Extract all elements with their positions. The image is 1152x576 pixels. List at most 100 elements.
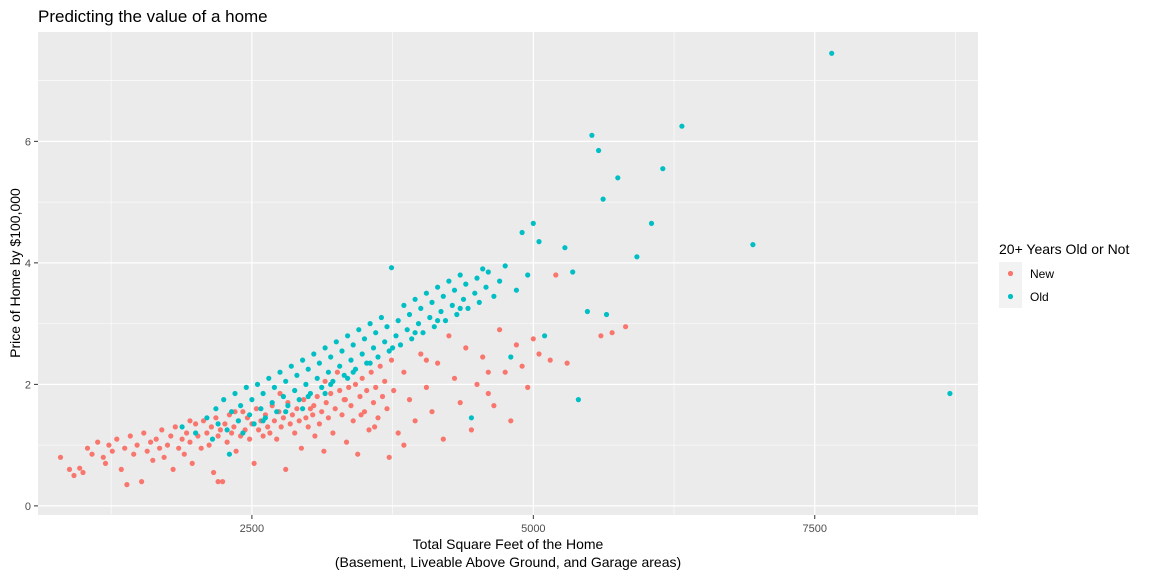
- data-point: [420, 330, 426, 336]
- data-point: [352, 381, 359, 387]
- data-point: [375, 415, 381, 421]
- y-tick-label: 6: [25, 136, 31, 148]
- data-point: [337, 363, 343, 369]
- data-point: [193, 421, 199, 427]
- series-old: [179, 50, 953, 457]
- data-point: [423, 384, 429, 390]
- data-point: [325, 369, 331, 375]
- legend-title: 20+ Years Old or Not: [999, 241, 1129, 257]
- y-tick-label: 4: [25, 258, 31, 270]
- data-point: [283, 409, 289, 415]
- data-point: [323, 400, 329, 406]
- data-point: [157, 445, 163, 451]
- data-point: [328, 354, 334, 360]
- legend-label-new: New: [1030, 267, 1054, 281]
- data-point: [346, 384, 352, 390]
- data-point: [269, 400, 275, 406]
- data-point: [215, 479, 221, 485]
- data-point: [359, 375, 365, 381]
- data-point: [384, 406, 390, 412]
- data-point: [339, 348, 345, 354]
- data-point: [222, 421, 228, 427]
- data-point: [206, 442, 212, 448]
- data-point: [476, 299, 482, 305]
- data-point: [265, 424, 271, 430]
- data-point: [325, 415, 331, 421]
- data-point: [221, 397, 227, 403]
- data-point: [457, 305, 463, 311]
- data-point: [485, 390, 491, 397]
- data-point: [277, 390, 283, 397]
- data-point: [397, 342, 404, 348]
- data-point: [451, 375, 458, 381]
- data-point: [679, 123, 685, 129]
- data-point: [172, 424, 178, 430]
- data-point: [474, 275, 480, 281]
- data-point: [307, 406, 313, 412]
- data-point: [463, 281, 469, 287]
- data-point: [254, 381, 261, 387]
- data-point: [350, 418, 356, 424]
- data-point: [395, 318, 401, 324]
- data-point: [57, 454, 64, 460]
- data-point: [634, 254, 640, 260]
- data-point: [468, 415, 474, 421]
- data-point: [603, 311, 610, 318]
- data-point: [345, 333, 351, 339]
- data-point: [519, 229, 525, 236]
- data-point: [189, 460, 195, 466]
- data-point: [474, 381, 480, 387]
- data-point: [141, 430, 147, 436]
- data-point: [600, 196, 606, 202]
- data-point: [226, 451, 232, 457]
- legend-key-marker: [1007, 270, 1014, 277]
- data-point: [224, 439, 230, 445]
- data-point: [412, 330, 418, 336]
- data-point: [213, 406, 219, 412]
- data-point: [208, 424, 214, 430]
- data-point: [377, 363, 383, 369]
- data-point: [232, 390, 238, 397]
- data-point: [480, 266, 486, 272]
- data-point: [451, 287, 458, 293]
- data-point: [343, 439, 350, 445]
- x-tick-label: 2500: [240, 523, 264, 535]
- x-axis-subtitle: (Basement, Liveable Above Ground, and Ga…: [335, 554, 681, 570]
- data-point: [131, 451, 137, 457]
- data-point: [465, 305, 471, 311]
- data-point: [333, 339, 339, 345]
- data-point: [280, 393, 286, 400]
- data-point: [253, 406, 259, 412]
- data-point: [328, 381, 334, 387]
- data-point: [485, 369, 491, 375]
- data-point: [271, 418, 277, 424]
- data-point: [525, 272, 531, 278]
- data-point: [542, 333, 548, 339]
- data-point: [231, 424, 237, 430]
- data-point: [449, 302, 455, 308]
- data-point: [296, 397, 302, 403]
- data-point: [491, 293, 497, 299]
- data-point: [289, 412, 295, 418]
- legend: 20+ Years Old or Not New Old: [999, 241, 1129, 308]
- data-point: [446, 333, 452, 339]
- data-point: [366, 427, 372, 433]
- data-point: [562, 245, 568, 251]
- data-point: [497, 327, 503, 333]
- data-point: [266, 375, 272, 381]
- data-point: [429, 299, 435, 305]
- data-point: [316, 421, 322, 427]
- data-point: [341, 372, 347, 378]
- data-point: [238, 403, 244, 409]
- data-point: [339, 412, 345, 418]
- data-point: [513, 342, 520, 348]
- data-point: [440, 293, 446, 299]
- data-point: [283, 378, 289, 384]
- data-point: [660, 166, 666, 172]
- data-point: [429, 409, 435, 415]
- data-point: [314, 375, 320, 381]
- data-point: [350, 342, 356, 348]
- data-point: [106, 442, 112, 448]
- data-point: [829, 50, 835, 56]
- data-point: [134, 442, 140, 448]
